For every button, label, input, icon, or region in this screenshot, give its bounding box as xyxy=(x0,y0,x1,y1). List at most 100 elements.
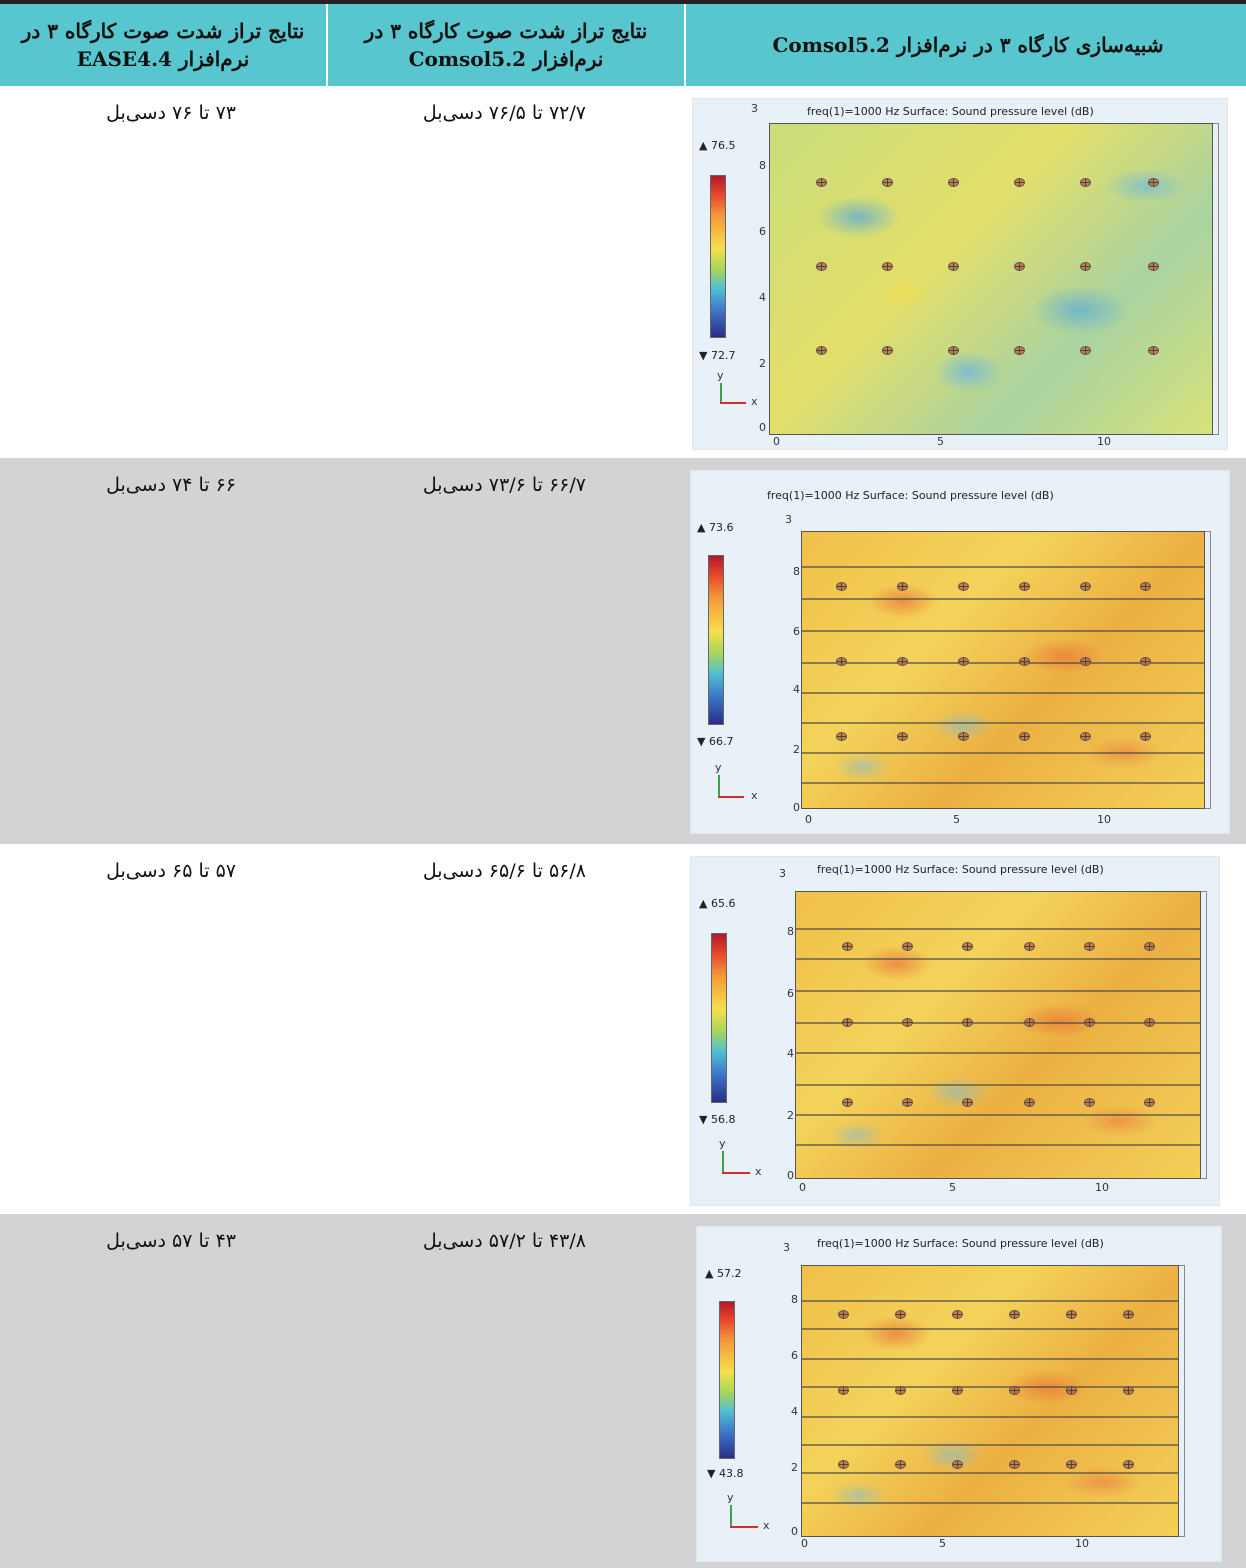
speaker-marker xyxy=(1019,582,1030,591)
y-tick: 6 xyxy=(793,625,800,638)
speaker-marker xyxy=(895,1386,906,1395)
speaker-marker xyxy=(1014,346,1025,355)
y-tick: 8 xyxy=(791,1293,798,1306)
wall-edge xyxy=(1179,1265,1185,1537)
speaker-marker xyxy=(1084,1018,1095,1027)
top-rule xyxy=(0,0,1246,4)
speaker-marker xyxy=(1144,1018,1155,1027)
legend-min: ▼ 43.8 xyxy=(707,1467,744,1480)
speaker-marker xyxy=(1148,346,1159,355)
ceiling-beam xyxy=(796,928,1200,930)
y-axis-arrow xyxy=(718,775,720,797)
ceiling-beam xyxy=(802,630,1204,632)
ceiling-beam xyxy=(796,1084,1200,1086)
speaker-marker xyxy=(897,657,908,666)
speaker-marker xyxy=(902,1098,913,1107)
x-tick: 5 xyxy=(949,1181,956,1194)
plot-title: freq(1)=1000 Hz Surface: Sound pressure … xyxy=(817,1237,1104,1250)
speaker-marker xyxy=(897,582,908,591)
table-row: ۵۶/۸ تا ۶۵/۶ دسی‌بل ۵۷ تا ۶۵ دسی‌بل freq… xyxy=(0,844,1246,1214)
speaker-marker xyxy=(958,732,969,741)
speaker-marker xyxy=(1144,942,1155,951)
comsol-range: ۶۶/۷ تا ۷۳/۶ دسی‌بل xyxy=(422,474,586,496)
x-axis-arrow xyxy=(722,1172,750,1174)
speaker-marker xyxy=(948,346,959,355)
y-tick: 6 xyxy=(791,1349,798,1362)
speaker-marker xyxy=(952,1310,963,1319)
color-scale xyxy=(719,1301,735,1459)
speaker-marker xyxy=(962,1018,973,1027)
speaker-marker xyxy=(1123,1460,1134,1469)
speaker-marker xyxy=(1066,1386,1077,1395)
surface-map xyxy=(769,123,1213,435)
speaker-marker xyxy=(1080,262,1091,271)
spl-plot: freq(1)=1000 Hz Surface: Sound pressure … xyxy=(692,98,1228,450)
speaker-marker xyxy=(948,178,959,187)
ceiling-beam xyxy=(796,1052,1200,1054)
y-tick: 6 xyxy=(759,225,766,238)
ease-range: ۷۳ تا ۷۶ دسی‌بل xyxy=(106,102,236,124)
ease-range: ۴۳ تا ۵۷ دسی‌بل xyxy=(106,1230,236,1252)
speaker-marker xyxy=(838,1386,849,1395)
speaker-marker xyxy=(1140,657,1151,666)
ceiling-beam xyxy=(802,1444,1178,1446)
speaker-marker xyxy=(1123,1310,1134,1319)
plot-title: freq(1)=1000 Hz Surface: Sound pressure … xyxy=(807,105,1094,118)
x-tick: 0 xyxy=(773,435,780,448)
y-tick: 8 xyxy=(787,925,794,938)
speaker-marker xyxy=(958,657,969,666)
plot-title: freq(1)=1000 Hz Surface: Sound pressure … xyxy=(817,863,1104,876)
comsol-range: ۵۶/۸ تا ۶۵/۶ دسی‌بل xyxy=(422,860,586,882)
speaker-marker xyxy=(1066,1460,1077,1469)
y-tick: 2 xyxy=(759,357,766,370)
speaker-marker xyxy=(1080,657,1091,666)
speaker-marker xyxy=(1024,1098,1035,1107)
y-tick: 0 xyxy=(793,801,800,814)
y-tick: 0 xyxy=(791,1525,798,1538)
speaker-marker xyxy=(1066,1310,1077,1319)
y-tick: 4 xyxy=(759,291,766,304)
legend-max: ▲ 57.2 xyxy=(705,1267,742,1280)
y-tick: 6 xyxy=(787,987,794,1000)
speaker-marker xyxy=(1140,732,1151,741)
ease-range: ۶۶ تا ۷۴ دسی‌بل xyxy=(106,474,236,496)
legend-min: ▼ 66.7 xyxy=(697,735,734,748)
speaker-marker xyxy=(1140,582,1151,591)
ceiling-beam xyxy=(802,722,1204,724)
comsol-range: ۷۲/۷ تا ۷۶/۵ دسی‌بل xyxy=(422,102,586,124)
x-tick: 0 xyxy=(805,813,812,826)
speaker-marker xyxy=(1148,262,1159,271)
spl-plot: freq(1)=1000 Hz Surface: Sound pressure … xyxy=(690,856,1220,1206)
speaker-marker xyxy=(838,1310,849,1319)
legend-max: ▲ 76.5 xyxy=(699,139,736,152)
speaker-marker xyxy=(1080,582,1091,591)
wall-edge xyxy=(1201,891,1207,1179)
legend-min: ▼ 72.7 xyxy=(699,349,736,362)
speaker-marker xyxy=(1014,262,1025,271)
x-axis-arrow xyxy=(718,796,744,798)
z-tick: 3 xyxy=(785,513,792,526)
x-tick: 0 xyxy=(799,1181,806,1194)
x-tick: 5 xyxy=(953,813,960,826)
speaker-marker xyxy=(1148,178,1159,187)
ceiling-beam xyxy=(802,1300,1178,1302)
speaker-marker xyxy=(1084,1098,1095,1107)
speaker-marker xyxy=(1080,178,1091,187)
x-axis-label: x xyxy=(751,395,758,408)
speaker-marker xyxy=(1024,942,1035,951)
speaker-marker xyxy=(882,346,893,355)
x-axis-arrow xyxy=(730,1526,758,1528)
ceiling-beam xyxy=(802,598,1204,600)
x-tick: 10 xyxy=(1075,1537,1089,1550)
header-divider xyxy=(684,4,686,86)
ceiling-beam xyxy=(802,1386,1178,1388)
x-tick: 5 xyxy=(939,1537,946,1550)
speaker-marker xyxy=(842,1098,853,1107)
x-axis-arrow xyxy=(720,402,746,404)
ceiling-beam xyxy=(802,692,1204,694)
speaker-marker xyxy=(836,732,847,741)
x-tick: 10 xyxy=(1097,813,1111,826)
ceiling-beam xyxy=(802,1358,1178,1360)
speaker-marker xyxy=(1080,732,1091,741)
speaker-marker xyxy=(1084,942,1095,951)
